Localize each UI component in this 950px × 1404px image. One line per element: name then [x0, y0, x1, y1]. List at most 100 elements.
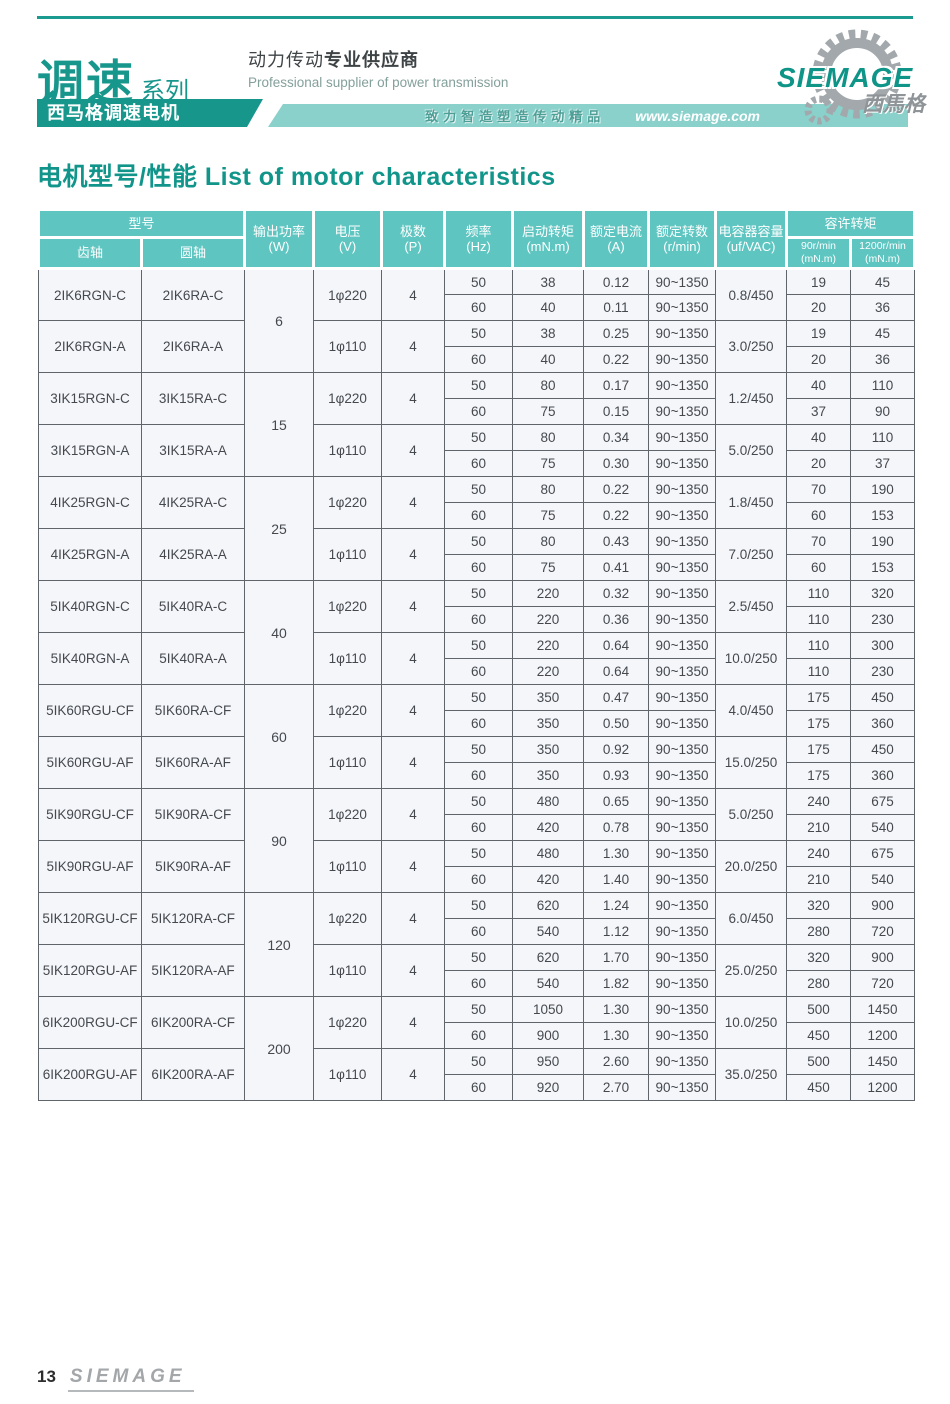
- table-row: 2IK6RGN-C 2IK6RA-C 6 1φ220 4 50 38 0.12 90~1350 0…: [38, 268, 916, 374]
- cell-poles: 4: [381, 944, 446, 998]
- cell-round-shaft-model: 5IK120RA-CF: [140, 892, 246, 946]
- cell-rated-current: 1.24: [583, 892, 650, 920]
- col-header-poles-unit: (P): [404, 239, 422, 255]
- table-row: 60 350 0.50 90~1350 175 360: [39, 710, 916, 738]
- cell-start-torque: 220: [512, 606, 585, 634]
- cell-rated-current: 1.30: [583, 840, 650, 868]
- cell-rated-current: 1.40: [583, 866, 650, 894]
- col-header-freq-label: 频率: [465, 223, 492, 239]
- cell-poles: 4: [381, 840, 446, 894]
- cell-allow-torque-1200: 300: [850, 632, 916, 660]
- cell-gear-shaft-model: 4IK25RGN-A: [38, 528, 142, 582]
- cell-rated-speed: 90~1350: [648, 424, 717, 452]
- cell-start-torque: 540: [512, 970, 585, 998]
- cell-frequency: 50: [444, 944, 514, 972]
- cell-round-shaft-model: 5IK40RA-A: [140, 632, 246, 686]
- cell-allow-torque-90: 19: [786, 268, 852, 296]
- cell-allow-torque-1200: 675: [850, 788, 916, 816]
- cell-start-torque: 75: [512, 450, 585, 478]
- cell-allow-torque-1200: 360: [850, 710, 916, 738]
- cell-capacitor: 6.0/450: [715, 892, 788, 946]
- spec-table-wrap: 型号 输出功率 (W) 电压 (V) 极数 (P) 频率: [36, 207, 917, 1102]
- cell-round-shaft-model: 5IK60RA-AF: [140, 736, 246, 790]
- cell-allow-torque-90: 240: [786, 840, 852, 868]
- col-header-freq: 频率 (Hz): [443, 207, 515, 271]
- cell-start-torque: 350: [512, 762, 585, 790]
- cell-allow-torque-90: 40: [786, 424, 852, 452]
- cell-gear-shaft-model: 5IK120RGU-AF: [38, 944, 142, 998]
- cell-capacitor: 5.0/250: [715, 424, 788, 478]
- cell-frequency: 50: [444, 736, 514, 764]
- header-row-2: 齿轴 圆轴 90r/min (mN.m) 1200r/min (mN.m): [37, 235, 917, 271]
- cell-rated-current: 0.17: [583, 372, 650, 400]
- table-row: 60 900 1.30 90~1350 450 1200: [39, 1022, 916, 1050]
- cell-allow-torque-1200: 90: [850, 398, 916, 426]
- cell-round-shaft-model: 6IK200RA-CF: [140, 996, 246, 1050]
- cell-gear-shaft-model: 5IK60RGU-AF: [38, 736, 142, 790]
- col-header-allow-1200: 1200r/min (mN.m): [849, 235, 917, 271]
- cell-frequency: 50: [444, 632, 514, 660]
- cell-frequency: 50: [444, 424, 514, 452]
- cell-gear-shaft-model: 2IK6RGN-A: [38, 320, 142, 374]
- cell-voltage: 1φ220: [313, 996, 383, 1050]
- cell-start-torque: 480: [512, 840, 585, 868]
- cell-rated-speed: 90~1350: [648, 632, 717, 660]
- cell-start-torque: 220: [512, 580, 585, 608]
- cell-round-shaft-model: 5IK60RA-CF: [140, 684, 246, 738]
- col-header-poles-label: 极数: [400, 223, 427, 239]
- cell-voltage: 1φ220: [313, 268, 383, 322]
- col-header-allow-1200-unit: (mN.m): [865, 253, 901, 266]
- col-header-speed-label: 额定转数: [656, 223, 709, 239]
- slogan-en: Professional supplier of power transmiss…: [248, 75, 509, 90]
- cell-start-torque: 540: [512, 918, 585, 946]
- logo-chinese-name: 西馬格: [862, 93, 925, 116]
- cell-round-shaft-model: 4IK25RA-A: [140, 528, 246, 582]
- col-header-capacitor: 电容器容量 (uf/VAC): [714, 207, 789, 271]
- cell-frequency: 60: [444, 554, 514, 582]
- table-row: 4IK25RGN-A 4IK25RA-A 1φ110 4 50 80 0.43 90~1350…: [38, 528, 916, 582]
- cell-rated-current: 0.36: [583, 606, 650, 634]
- cell-frequency: 50: [444, 996, 514, 1024]
- cell-rated-current: 0.34: [583, 424, 650, 452]
- cell-capacitor: 7.0/250: [715, 528, 788, 582]
- cell-rated-speed: 90~1350: [648, 1074, 717, 1102]
- slogan-cn: 动力传动专业供应商: [248, 46, 508, 72]
- col-header-allow-torque: 容许转矩: [785, 208, 917, 239]
- website-link[interactable]: www.siemage.com: [635, 107, 760, 124]
- table-row: 5IK60RGU-CF 5IK60RA-CF 60 1φ220 4 50 350 0.47 90…: [38, 684, 916, 790]
- cell-allow-torque-1200: 320: [850, 580, 916, 608]
- cell-allow-torque-90: 110: [786, 632, 852, 660]
- table-row: 6IK200RGU-AF 6IK200RA-AF 1φ110 4 50 950 2.60 90…: [38, 1048, 916, 1102]
- cell-rated-current: 2.70: [583, 1074, 650, 1102]
- cell-allow-torque-1200: 36: [850, 346, 916, 374]
- cell-rated-current: 0.22: [583, 502, 650, 530]
- cell-start-torque: 40: [512, 294, 585, 322]
- cell-start-torque: 38: [512, 268, 585, 296]
- cell-rated-current: 0.12: [583, 268, 650, 296]
- cell-allow-torque-1200: 1200: [850, 1022, 916, 1050]
- cell-allow-torque-90: 500: [786, 996, 852, 1024]
- cell-rated-speed: 90~1350: [648, 996, 717, 1024]
- cell-round-shaft-model: 5IK120RA-AF: [140, 944, 246, 998]
- cell-start-torque: 420: [512, 866, 585, 894]
- table-row: 5IK40RGN-A 5IK40RA-A 1φ110 4 50 220 0.64 90~135…: [38, 632, 916, 686]
- table-row: 60 75 0.15 90~1350 37 90: [39, 398, 916, 426]
- table-body: 2IK6RGN-C 2IK6RA-C 6 1φ220 4 50 38 0.12 90~1350 0…: [38, 268, 916, 1102]
- footer-brand-logo: SIEMAGE: [67, 1366, 194, 1392]
- cell-voltage: 1φ110: [313, 1048, 383, 1102]
- cell-capacitor: 20.0/250: [715, 840, 788, 894]
- cell-poles: 4: [381, 1048, 446, 1102]
- cell-frequency: 50: [444, 476, 514, 504]
- cell-rated-current: 2.60: [583, 1048, 650, 1076]
- cell-voltage: 1φ110: [313, 320, 383, 374]
- table-row: 60 420 1.40 90~1350 210 540: [39, 866, 916, 894]
- gear-icon: [804, 29, 902, 125]
- cell-poles: 4: [381, 684, 446, 738]
- cell-voltage: 1φ110: [313, 528, 383, 582]
- cell-rated-current: 0.11: [583, 294, 650, 322]
- cell-allow-torque-90: 280: [786, 918, 852, 946]
- cell-frequency: 60: [444, 502, 514, 530]
- cell-frequency: 50: [444, 892, 514, 920]
- cell-frequency: 60: [444, 1022, 514, 1050]
- strip-slogan-text: 致力智造塑造传动精品: [425, 109, 606, 124]
